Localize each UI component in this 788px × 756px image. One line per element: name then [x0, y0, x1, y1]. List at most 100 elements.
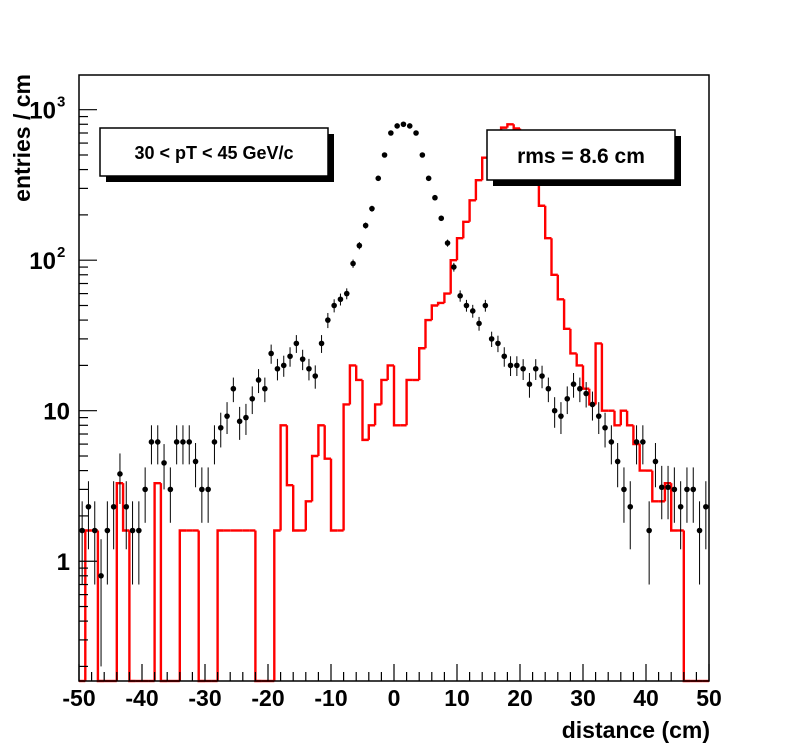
data-point: [230, 377, 237, 403]
point-marker: [287, 353, 293, 360]
data-point: [318, 335, 325, 353]
data-point: [539, 365, 545, 389]
point-marker: [451, 264, 457, 270]
point-marker: [91, 527, 98, 534]
histogram-bin: [625, 410, 634, 427]
data-point: [136, 501, 142, 585]
point-marker: [230, 385, 237, 392]
data-point: [173, 425, 180, 465]
point-marker: [236, 418, 243, 425]
data-point: [123, 481, 130, 550]
data-point: [476, 316, 482, 331]
data-point: [690, 467, 697, 523]
point-marker: [180, 439, 186, 445]
data-point: [432, 194, 438, 201]
point-marker: [532, 365, 539, 372]
histogram-bin: [537, 180, 546, 207]
point-marker: [558, 413, 564, 419]
x-tick-label: 10: [444, 685, 470, 711]
data-point: [696, 501, 703, 585]
histogram-bin: [550, 238, 558, 276]
point-marker: [457, 293, 463, 299]
histogram-bin: [178, 529, 187, 681]
data-point: [262, 377, 268, 403]
point-marker: [186, 439, 193, 445]
data-point: [577, 377, 583, 403]
histogram-bin: [613, 410, 621, 427]
histogram-bin: [670, 483, 678, 532]
data-point: [469, 304, 476, 318]
histogram-bin: [575, 353, 583, 367]
data-point: [205, 467, 211, 523]
point-marker: [425, 175, 432, 182]
y-tick-label: 10: [43, 399, 70, 426]
histogram-bin: [581, 365, 590, 390]
point-marker: [136, 527, 142, 534]
point-marker: [243, 414, 249, 421]
data-point: [287, 347, 293, 367]
point-marker: [482, 302, 489, 309]
point-marker: [154, 439, 161, 445]
data-point: [217, 412, 224, 448]
x-tick-label: 40: [633, 685, 659, 711]
data-point: [495, 335, 501, 353]
data-point: [419, 152, 426, 158]
data-point: [646, 501, 652, 585]
histogram-bin: [115, 481, 124, 681]
data-point: [640, 425, 646, 465]
point-marker: [104, 527, 111, 534]
data-point: [703, 481, 709, 550]
y-tick-label: 10: [29, 248, 56, 275]
point-marker: [438, 215, 445, 222]
data-point: [532, 359, 539, 380]
point-marker: [507, 362, 514, 369]
point-marker: [369, 205, 375, 212]
point-marker: [98, 572, 104, 579]
point-marker: [665, 484, 671, 491]
histogram-bin: [361, 379, 369, 442]
data-point: [167, 467, 174, 523]
histogram-bin: [373, 403, 382, 426]
data-point: [211, 425, 218, 465]
point-marker: [350, 260, 356, 267]
x-tick-label: -30: [188, 685, 221, 711]
data-point: [79, 501, 85, 585]
point-marker: [375, 175, 382, 182]
data-point: [595, 402, 602, 435]
point-marker: [539, 373, 545, 379]
data-point: [501, 347, 508, 367]
data-point: [457, 290, 463, 302]
x-tick-label: -10: [314, 685, 347, 711]
data-point: [85, 481, 92, 550]
data-point: [564, 386, 571, 415]
point-marker: [419, 152, 426, 158]
data-point: [91, 501, 98, 585]
data-point: [482, 299, 489, 312]
point-marker: [381, 152, 388, 158]
point-marker: [249, 395, 256, 402]
point-marker: [173, 439, 180, 445]
data-point: [249, 386, 256, 415]
point-marker: [117, 471, 123, 477]
histogram-bin: [424, 318, 432, 349]
histogram-bin: [556, 274, 565, 301]
point-marker: [123, 503, 130, 510]
point-marker: [640, 439, 646, 445]
x-axis-ticks: -50 -40 -30 -20 -10 0 10 20 30 40 50: [62, 664, 722, 711]
data-point: [280, 355, 287, 377]
data-point: [104, 501, 111, 585]
histogram-bin: [430, 304, 439, 321]
histogram-bin: [638, 444, 646, 472]
histogram-bin: [619, 409, 628, 426]
data-point: [356, 242, 363, 250]
x-tick-label: 30: [570, 685, 596, 711]
point-marker: [703, 503, 709, 510]
point-marker: [564, 395, 571, 402]
point-marker: [520, 365, 526, 372]
data-point: [362, 222, 369, 229]
point-marker: [343, 290, 350, 297]
histogram-bin: [121, 483, 130, 532]
pt-range-text: 30 < pT < 45 GeV/c: [134, 143, 293, 163]
data-point: [608, 425, 615, 465]
histogram-bin: [651, 470, 659, 503]
